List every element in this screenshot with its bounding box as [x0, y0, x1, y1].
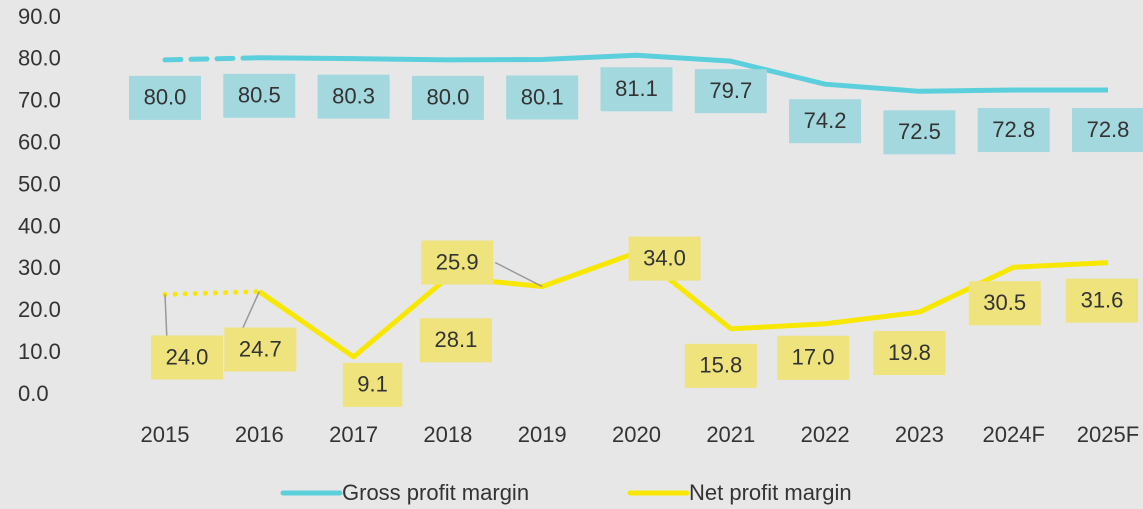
data-label: 34.0: [643, 245, 686, 270]
y-tick-label: 50.0: [18, 171, 61, 196]
x-tick-label: 2019: [518, 422, 567, 447]
data-label-box: [224, 327, 297, 372]
data-label-box: [317, 74, 390, 119]
data-label-box: [342, 362, 403, 407]
data-label-box: [600, 67, 673, 112]
data-label-box: [151, 335, 223, 380]
data-label: 72.8: [1087, 117, 1130, 142]
x-tick-label: 2025F: [1077, 422, 1139, 447]
x-tick-label: 2020: [612, 422, 661, 447]
x-tick-label: 2015: [141, 422, 190, 447]
data-label: 81.1: [615, 76, 658, 101]
data-label-box: [694, 69, 767, 114]
y-tick-label: 80.0: [18, 46, 61, 71]
data-label-box: [411, 75, 484, 120]
data-label: 72.5: [898, 119, 941, 144]
data-label-box: [506, 75, 579, 120]
data-label: 80.1: [521, 84, 564, 109]
data-label-box: [684, 343, 757, 388]
leader-line: [164, 294, 168, 342]
data-label: 80.5: [238, 83, 281, 108]
data-label: 30.5: [983, 290, 1026, 315]
x-tick-label: 2017: [329, 422, 378, 447]
data-label: 24.0: [166, 344, 209, 369]
data-label-box: [977, 108, 1050, 153]
data-label-box: [873, 331, 946, 376]
data-label-box: [968, 281, 1041, 326]
x-tick-label: 2024F: [983, 422, 1045, 447]
y-tick-label: 70.0: [18, 88, 61, 113]
data-label-box: [789, 99, 862, 144]
data-label: 79.7: [709, 78, 752, 103]
leader-line: [239, 291, 260, 334]
data-label: 31.6: [1081, 287, 1124, 312]
x-tick-label: 2021: [706, 422, 755, 447]
data-label-box: [777, 335, 850, 380]
data-label: 15.8: [699, 353, 742, 378]
x-tick-label: 2016: [235, 422, 284, 447]
data-label: 25.9: [436, 249, 479, 274]
x-tick-label: 2022: [801, 422, 850, 447]
data-label: 80.0: [426, 85, 469, 110]
y-tick-label: 0.0: [18, 381, 49, 406]
line: [259, 52, 1108, 94]
data-label-box: [421, 240, 494, 285]
leader-line: [494, 261, 543, 288]
x-tick-label: 2023: [895, 422, 944, 447]
y-tick-label: 40.0: [18, 213, 61, 238]
data-label-box: [883, 110, 956, 155]
data-label: 17.0: [792, 345, 835, 370]
legend-label: Gross profit margin: [342, 480, 529, 505]
data-label: 72.8: [992, 117, 1035, 142]
y-tick-label: 90.0: [18, 4, 61, 29]
data-label: 9.1: [357, 372, 388, 397]
data-label: 24.7: [239, 336, 282, 361]
data-label: 19.8: [888, 340, 931, 365]
data-label: 80.3: [332, 83, 375, 108]
line: [257, 250, 1109, 360]
data-label: 80.0: [144, 85, 187, 110]
line-segment-estimate: [162, 289, 262, 297]
data-label: 28.1: [434, 327, 477, 352]
y-tick-label: 20.0: [18, 297, 61, 322]
line-segment-estimate: [162, 55, 262, 63]
x-tick-label: 2018: [423, 422, 472, 447]
data-label-box: [1072, 108, 1143, 153]
data-label-box: [1066, 278, 1138, 323]
y-tick-label: 60.0: [18, 129, 61, 154]
data-label-box: [129, 75, 201, 120]
data-label-box: [223, 73, 296, 118]
legend-label: Net profit margin: [689, 480, 852, 505]
y-tick-label: 30.0: [18, 255, 61, 280]
data-label: 74.2: [804, 108, 847, 133]
y-tick-label: 10.0: [18, 339, 61, 364]
data-label-box: [419, 318, 492, 363]
data-label-box: [628, 236, 701, 281]
